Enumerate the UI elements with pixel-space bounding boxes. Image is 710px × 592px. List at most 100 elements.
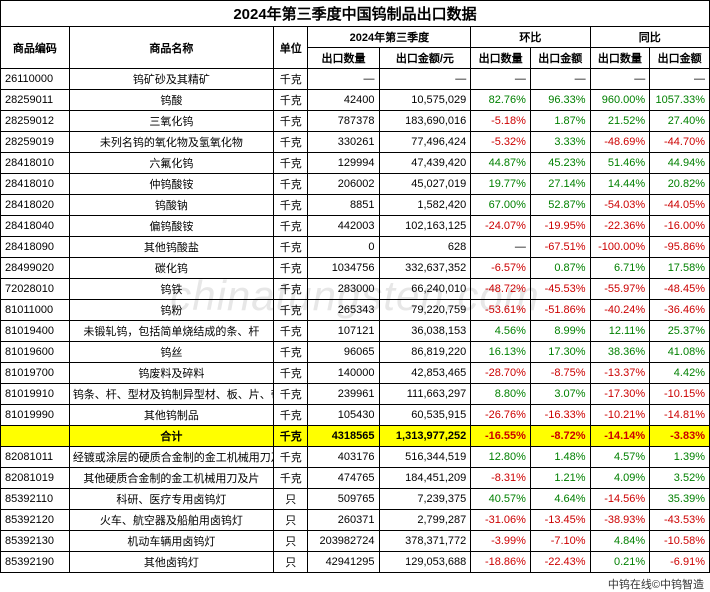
cell-yoy-val: -10.15% (650, 384, 710, 405)
cell-val: 42,853,465 (379, 363, 471, 384)
cell-yoy-qty: 960.00% (590, 90, 650, 111)
cell-val: 332,637,352 (379, 258, 471, 279)
cell-yoy-val: 17.58% (650, 258, 710, 279)
cell-mom-val: 0.87% (530, 258, 590, 279)
cell-code: 26110000 (1, 69, 70, 90)
cell-unit: 千克 (274, 216, 308, 237)
cell-code: 28418090 (1, 237, 70, 258)
cell-name: 钨酸 (69, 90, 273, 111)
cell-val: — (379, 69, 471, 90)
cell-yoy-val: -95.86% (650, 237, 710, 258)
cell-name: 钨丝 (69, 342, 273, 363)
cell-val: 60,535,915 (379, 405, 471, 426)
table-row: 82081011经镀或涂层的硬质合金制的金工机械用刀及片千克403176516,… (1, 447, 710, 468)
cell-val: 129,053,688 (379, 552, 471, 573)
cell-code: 28418020 (1, 195, 70, 216)
cell-mom-qty: -18.86% (471, 552, 531, 573)
cell-name: 碳化钨 (69, 258, 273, 279)
cell-unit: 千克 (274, 363, 308, 384)
cell-yoy-qty: — (590, 69, 650, 90)
cell-name: 钨酸钠 (69, 195, 273, 216)
cell-name: 其他钨制品 (69, 405, 273, 426)
cell-mom-val: 3.07% (530, 384, 590, 405)
cell-unit: 千克 (274, 111, 308, 132)
cell-unit: 千克 (274, 405, 308, 426)
cell-yoy-qty: 21.52% (590, 111, 650, 132)
cell-code: 81019400 (1, 321, 70, 342)
table-row: 81011000钨粉千克26534379,220,759-53.61%-51.8… (1, 300, 710, 321)
cell-qty: 206002 (308, 174, 379, 195)
cell-name: 其他卤钨灯 (69, 552, 273, 573)
cell-qty: 140000 (308, 363, 379, 384)
cell-yoy-val: -6.91% (650, 552, 710, 573)
cell-name: 钨废料及碎料 (69, 363, 273, 384)
cell-code: 28259019 (1, 132, 70, 153)
table-row: 85392190其他卤钨灯只42941295129,053,688-18.86%… (1, 552, 710, 573)
cell-mom-val: 3.33% (530, 132, 590, 153)
cell-qty: — (308, 69, 379, 90)
cell-mom-qty: 8.80% (471, 384, 531, 405)
cell-qty: 96065 (308, 342, 379, 363)
cell-mom-val: 45.23% (530, 153, 590, 174)
cell-mom-qty: -53.61% (471, 300, 531, 321)
cell-mom-qty: -8.31% (471, 468, 531, 489)
cell-name: 其他钨酸盐 (69, 237, 273, 258)
table-row: 81019910钨条、杆、型材及钨制异型材、板、片、带、箔千克239961111… (1, 384, 710, 405)
cell-yoy-val: 20.82% (650, 174, 710, 195)
cell-unit: 千克 (274, 90, 308, 111)
cell-unit: 只 (274, 489, 308, 510)
cell-mom-qty: — (471, 69, 531, 90)
table-row: 26110000钨矿砂及其精矿千克—————— (1, 69, 710, 90)
cell-qty: 4318565 (308, 426, 379, 447)
cell-code: 82081019 (1, 468, 70, 489)
cell-yoy-qty: -14.14% (590, 426, 650, 447)
cell-qty: 105430 (308, 405, 379, 426)
cell-mom-qty: 82.76% (471, 90, 531, 111)
table-row: 85392110科研、医疗专用卤钨灯只5097657,239,37540.57%… (1, 489, 710, 510)
cell-yoy-val: -44.05% (650, 195, 710, 216)
table-row: 85392130机动车辆用卤钨灯只203982724378,371,772-3.… (1, 531, 710, 552)
cell-mom-qty: 44.87% (471, 153, 531, 174)
cell-unit: 千克 (274, 195, 308, 216)
table-row: 28259012三氧化钨千克787378183,690,016-5.18%1.8… (1, 111, 710, 132)
cell-mom-val: 8.99% (530, 321, 590, 342)
cell-yoy-qty: 4.84% (590, 531, 650, 552)
col-header-mom: 环比 (471, 27, 590, 48)
cell-code: 81011000 (1, 300, 70, 321)
cell-unit: 千克 (274, 321, 308, 342)
cell-unit: 千克 (274, 132, 308, 153)
cell-mom-val: -45.53% (530, 279, 590, 300)
cell-unit: 千克 (274, 237, 308, 258)
cell-yoy-qty: 4.09% (590, 468, 650, 489)
cell-yoy-val: 44.94% (650, 153, 710, 174)
cell-code: 72028010 (1, 279, 70, 300)
cell-name: 未锻轧钨，包括简单烧结成的条、杆 (69, 321, 273, 342)
table-row: 81019700钨废料及碎料千克14000042,853,465-28.70%-… (1, 363, 710, 384)
export-data-table: 2024年第三季度中国钨制品出口数据 商品编码 商品名称 单位 2024年第三季… (0, 0, 710, 573)
cell-mom-qty: -3.99% (471, 531, 531, 552)
cell-mom-val: 96.33% (530, 90, 590, 111)
cell-name: 其他硬质合金制的金工机械用刀及片 (69, 468, 273, 489)
cell-mom-val: -16.33% (530, 405, 590, 426)
cell-val: 111,663,297 (379, 384, 471, 405)
table-row: 81019400未锻轧钨，包括简单烧结成的条、杆千克10712136,038,1… (1, 321, 710, 342)
cell-name: 合计 (69, 426, 273, 447)
table-row: 28418010六氟化钨千克12999447,439,42044.87%45.2… (1, 153, 710, 174)
footer-copyright: 中钨在线©中钨智造 (0, 573, 710, 592)
cell-qty: 8851 (308, 195, 379, 216)
table-title: 2024年第三季度中国钨制品出口数据 (1, 1, 710, 27)
table-row: 28418020钨酸钠千克88511,582,42067.00%52.87%-5… (1, 195, 710, 216)
cell-yoy-qty: -100.00% (590, 237, 650, 258)
cell-name: 仲钨酸铵 (69, 174, 273, 195)
cell-val: 184,451,209 (379, 468, 471, 489)
cell-mom-qty: -16.55% (471, 426, 531, 447)
cell-val: 102,163,125 (379, 216, 471, 237)
cell-val: 10,575,029 (379, 90, 471, 111)
cell-mom-qty: 40.57% (471, 489, 531, 510)
cell-yoy-val: 1057.33% (650, 90, 710, 111)
cell-mom-qty: -26.76% (471, 405, 531, 426)
cell-yoy-qty: -17.30% (590, 384, 650, 405)
cell-yoy-qty: -40.24% (590, 300, 650, 321)
cell-mom-qty: -48.72% (471, 279, 531, 300)
table-row: 28418090其他钨酸盐千克0628—-67.51%-100.00%-95.8… (1, 237, 710, 258)
